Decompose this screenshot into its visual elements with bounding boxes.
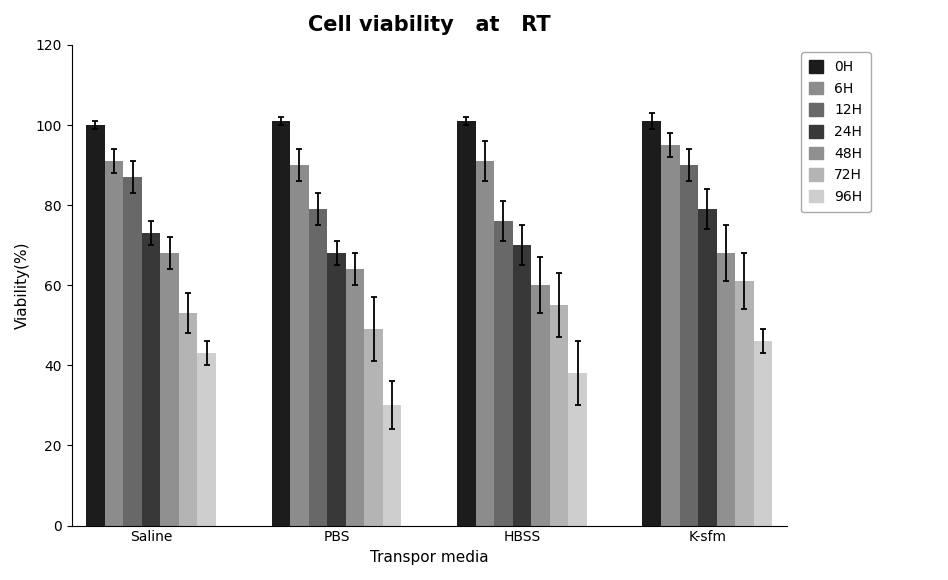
Bar <box>513 245 531 525</box>
Y-axis label: Viability(%): Viability(%) <box>15 241 30 329</box>
Bar <box>531 285 550 525</box>
Bar <box>661 145 680 525</box>
Bar <box>383 405 401 525</box>
Bar <box>290 165 309 525</box>
Bar <box>643 121 661 525</box>
Bar <box>327 253 346 525</box>
Bar <box>698 209 717 525</box>
Bar <box>494 221 513 525</box>
Bar <box>179 313 197 525</box>
Bar <box>550 305 568 525</box>
Bar <box>457 121 476 525</box>
Bar <box>86 125 105 525</box>
Bar <box>476 161 494 525</box>
Title: Cell viability   at   RT: Cell viability at RT <box>308 15 551 35</box>
Bar <box>717 253 736 525</box>
Bar <box>197 353 216 525</box>
Bar <box>346 269 364 525</box>
Bar <box>364 329 383 525</box>
Legend: 0H, 6H, 12H, 24H, 48H, 72H, 96H: 0H, 6H, 12H, 24H, 48H, 72H, 96H <box>801 52 870 212</box>
Bar <box>680 165 698 525</box>
Bar <box>736 281 754 525</box>
Bar <box>568 374 587 525</box>
Bar <box>309 209 327 525</box>
Bar <box>272 121 290 525</box>
X-axis label: Transpor media: Transpor media <box>370 550 488 565</box>
Bar <box>123 177 142 525</box>
Bar <box>160 253 179 525</box>
Bar <box>142 233 160 525</box>
Bar <box>754 341 773 525</box>
Bar <box>105 161 123 525</box>
